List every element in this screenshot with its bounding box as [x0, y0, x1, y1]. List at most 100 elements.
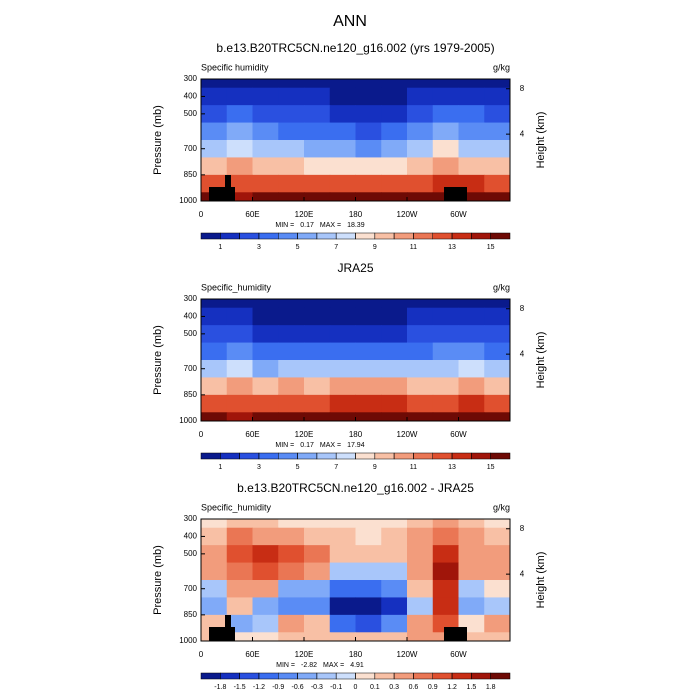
heatmap-cell — [381, 105, 408, 124]
colorbar-box — [413, 232, 433, 240]
heatmap-cell — [355, 79, 382, 89]
colorbar-box — [200, 672, 221, 680]
heatmap-cell — [252, 545, 279, 564]
y2-tick-label: 4 — [520, 349, 525, 358]
colorbar-box — [355, 232, 376, 240]
heatmap-cell — [407, 174, 434, 193]
heatmap — [201, 79, 511, 202]
y2-axis-label: Height (km) — [535, 552, 547, 609]
colorbar-box — [413, 672, 433, 680]
colorbar-box — [258, 672, 279, 680]
heatmap-cell — [329, 157, 356, 176]
heatmap-cell — [278, 122, 305, 141]
heatmap-cell — [226, 632, 253, 642]
colorbar-label: 11 — [410, 464, 417, 471]
heatmap-cell — [407, 519, 434, 529]
heatmap-cell — [484, 157, 511, 176]
heatmap-cell — [252, 412, 279, 422]
heatmap-cell — [278, 412, 305, 422]
y-tick-label: 700 — [184, 584, 198, 593]
heatmap-cell — [458, 140, 485, 158]
min-max-part: 4.91 — [350, 662, 364, 669]
y2-tick-label: 8 — [520, 84, 525, 93]
colorbar-box — [200, 232, 221, 240]
heatmap-cell — [458, 580, 485, 598]
x-tick-label: 120W — [397, 210, 418, 219]
heatmap-cell — [252, 360, 279, 378]
y-tick-label: 300 — [184, 294, 198, 303]
min-max-part: 17.94 — [347, 442, 365, 449]
y-tick-label: 1000 — [179, 416, 197, 425]
heatmap-cell — [278, 299, 305, 309]
heatmap-cell — [484, 105, 511, 124]
heatmap-cell — [201, 140, 228, 158]
colorbar-box — [258, 452, 279, 460]
x-tick-label: 60W — [450, 210, 467, 219]
heatmap-cell — [355, 412, 382, 422]
field-label: Specific_humidity — [201, 502, 272, 512]
colorbar-label: -0.9 — [272, 684, 284, 691]
panel-title: JRA25 — [337, 261, 373, 275]
colorbar-box — [355, 452, 376, 460]
y-tick-label: 300 — [184, 514, 198, 523]
y2-tick-label: 8 — [520, 524, 525, 533]
colorbar-label: 5 — [296, 464, 300, 471]
heatmap-cell — [252, 394, 279, 413]
field-label: Specific humidity — [201, 62, 269, 72]
heatmap-cell — [226, 87, 253, 106]
heatmap-cell — [304, 192, 331, 202]
y-tick-label: 400 — [184, 312, 198, 321]
colorbar-label: 7 — [334, 464, 338, 471]
colorbar-box — [490, 232, 511, 240]
heatmap-cell — [329, 597, 356, 616]
heatmap-cell — [484, 342, 511, 361]
heatmap-cell — [252, 325, 279, 344]
heatmap-cell — [381, 632, 408, 642]
colorbar-label: 13 — [448, 244, 456, 251]
heatmap-cell — [355, 105, 382, 124]
heatmap-cell — [278, 597, 305, 616]
y-tick-label: 850 — [184, 390, 198, 399]
heatmap-cell — [329, 174, 356, 193]
heatmap-cell — [278, 562, 305, 581]
colorbar-box — [316, 232, 337, 240]
heatmap-cell — [381, 192, 408, 202]
heatmap-cell — [226, 580, 253, 598]
colorbar-box — [432, 672, 453, 680]
heatmap-cell — [329, 377, 356, 396]
heatmap-cell — [329, 527, 356, 546]
heatmap-cell — [252, 79, 279, 89]
heatmap-cell — [304, 157, 331, 176]
heatmap-cell — [407, 122, 434, 141]
x-tick-label: 60E — [245, 430, 259, 439]
heatmap-cell — [355, 299, 382, 309]
heatmap-cell — [458, 394, 485, 413]
heatmap-cell — [252, 174, 279, 193]
heatmap-cell — [201, 377, 228, 396]
y-tick-label: 700 — [184, 364, 198, 373]
y-tick-label: 500 — [184, 549, 198, 558]
heatmap-cell — [355, 360, 382, 378]
colorbar-label: 15 — [487, 464, 495, 471]
heatmap-cell — [407, 580, 434, 598]
heatmap-cell — [381, 412, 408, 422]
heatmap-cell — [407, 299, 434, 309]
y-tick-label: 300 — [184, 74, 198, 83]
heatmap-cell — [381, 545, 408, 564]
heatmap-cell — [329, 519, 356, 529]
colorbar-box — [297, 232, 318, 240]
heatmap-cell — [304, 105, 331, 124]
colorbar-box — [451, 232, 472, 240]
heatmap-cell — [407, 597, 434, 616]
heatmap-cell — [252, 105, 279, 124]
y-tick-label: 1000 — [179, 196, 197, 205]
heatmap-cell — [226, 377, 253, 396]
heatmap-cell — [304, 140, 331, 158]
heatmap-cell — [226, 562, 253, 581]
heatmap-cell — [381, 614, 408, 633]
y-tick-label: 850 — [184, 170, 198, 179]
colorbar-box — [335, 452, 356, 460]
y-tick-label: 700 — [184, 144, 198, 153]
heatmap-cell — [432, 412, 459, 422]
field-label: Specific_humidity — [201, 282, 272, 292]
